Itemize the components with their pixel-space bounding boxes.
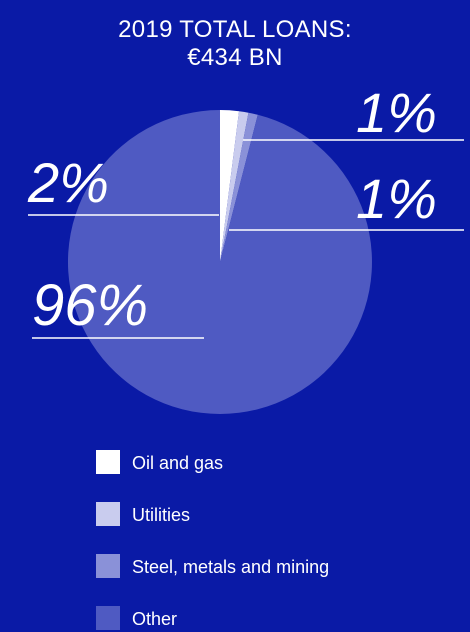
legend-label: Utilities [132, 505, 191, 525]
pie-slices [67, 110, 372, 414]
leader-lines [28, 139, 464, 339]
pie-slice-oil-and-gas [220, 110, 240, 262]
legend-swatch [96, 450, 120, 474]
legend-label: Oil and gas [132, 453, 224, 473]
pie-slice-steel-metals-mining [220, 112, 258, 262]
legend-swatch [96, 606, 120, 630]
chart-title: 2019 TOTAL LOANS: [118, 16, 352, 43]
chart-title-block: 2019 TOTAL LOANS: €434 BN [0, 16, 470, 72]
value-label-other: 96% [32, 273, 148, 338]
value-label-oil-and-gas: 2% [27, 151, 109, 214]
legend-label: Other [132, 609, 178, 629]
value-label-steel-metals-mining: 1% [356, 167, 437, 230]
legend-swatch [96, 554, 120, 578]
pie-slice-other [67, 110, 372, 414]
chart-subtitle: €434 BN [187, 44, 283, 71]
pie-slice-utilities [220, 111, 249, 262]
legend-swatch [96, 502, 120, 526]
value-labels: 2% 1% 1% 96% [27, 81, 437, 338]
value-label-utilities: 1% [356, 81, 437, 144]
legend-label: Steel, metals and mining [132, 557, 330, 577]
